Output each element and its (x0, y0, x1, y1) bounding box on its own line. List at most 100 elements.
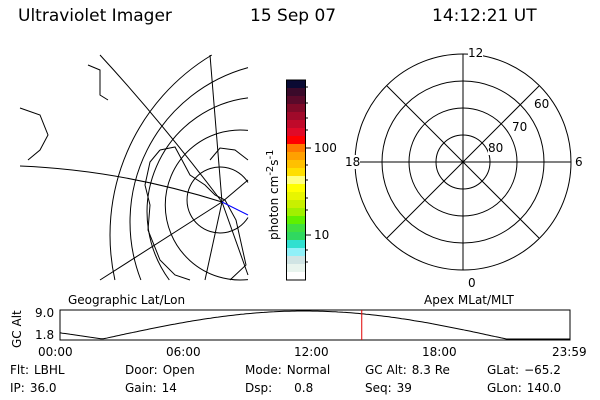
latitude-circle (109, 54, 213, 281)
colorbar-swatch (287, 136, 305, 145)
colorbar-swatch (287, 240, 305, 249)
altitude-xtick: 23:59 (552, 345, 587, 359)
altitude-frame (59, 309, 571, 341)
coastline (144, 146, 247, 281)
colorbar-tick-10: 10 (314, 228, 330, 242)
status-value: 140.0 (526, 381, 562, 395)
meridian (99, 54, 223, 203)
colorbar-swatch (287, 208, 305, 217)
status-value: Normal (286, 363, 331, 377)
colorbar-swatch (287, 176, 305, 185)
colorbar-swatch (287, 96, 305, 105)
status-label: Seq: (365, 381, 392, 395)
status-value: 39 (396, 381, 412, 395)
colorbar-swatch (287, 192, 305, 201)
altitude-xtick: 00:00 (38, 345, 73, 359)
colorbar-swatch (287, 104, 305, 113)
latitude-circle (129, 67, 249, 281)
status-label: Door: (125, 363, 158, 377)
altitude-ylabel: GC Alt (10, 310, 24, 348)
status-door: Door: Open (125, 363, 195, 377)
coastline (19, 64, 249, 161)
colorbar-swatch (287, 120, 305, 129)
colorbar-swatch (287, 200, 305, 209)
mlat-80: 80 (488, 141, 504, 155)
colorbar-swatch (287, 184, 305, 193)
altitude-ytick: 9.0 (35, 306, 55, 320)
status-label: Flt: (10, 363, 29, 377)
mlt-12: 12 (468, 46, 484, 60)
geo-map-label: Geographic Lat/Lon (68, 293, 186, 307)
date-label: 15 Sep 07 (250, 6, 337, 26)
mlt-0: 0 (468, 276, 476, 290)
meridian (204, 201, 223, 281)
altitude-xtick: 18:00 (422, 345, 457, 359)
mlt-18: 18 (345, 155, 361, 169)
latitude-circle (186, 166, 249, 234)
status-label: IP: (10, 381, 25, 395)
colorbar-swatch (287, 224, 305, 233)
status-value: 36.0 (29, 381, 57, 395)
status-dsp: Dsp: 0.8 (245, 381, 313, 395)
status-label: GLat: (487, 363, 520, 377)
mlt-6: 6 (575, 155, 583, 169)
mlt-line (386, 85, 540, 239)
meridian (19, 165, 223, 203)
meridian (209, 54, 223, 203)
polar-map-label: Apex MLat/MLT (424, 293, 514, 307)
mlat-70: 70 (512, 120, 528, 134)
colorbar-swatch (287, 152, 305, 161)
status-glon: GLon: 140.0 (487, 381, 561, 395)
colorbar-swatch (287, 144, 305, 153)
status-value: Open (162, 363, 195, 377)
colorbar-swatch (287, 256, 305, 265)
status-value: −65.2 (524, 363, 561, 377)
altitude-ytick: 1.8 (35, 328, 55, 342)
meridian (221, 201, 249, 276)
colorbar-swatch (287, 160, 305, 169)
status-label: Dsp: (245, 381, 273, 395)
status-label: GLon: (487, 381, 522, 395)
meridian (221, 179, 249, 203)
status-value: 8.3 Re (411, 363, 450, 377)
latitude-circle (146, 97, 249, 281)
colorbar-swatch (287, 232, 305, 241)
status-label: Mode: (245, 363, 282, 377)
status-glat: GLat: −65.2 (487, 363, 561, 377)
status-value: LBHL (33, 363, 65, 377)
colorbar-tick-100: 100 (314, 141, 337, 155)
meridian (99, 201, 223, 281)
mlat-60: 60 (534, 97, 550, 111)
altitude-xtick: 06:00 (166, 345, 201, 359)
altitude-xtick: 12:00 (294, 345, 329, 359)
time-label: 14:12:21 UT (432, 6, 537, 26)
colorbar-swatch (287, 168, 305, 177)
status-label: GC Alt: (365, 363, 407, 377)
spacecraft-track (221, 201, 249, 216)
colorbar-swatch (287, 88, 305, 97)
colorbar-swatch (287, 112, 305, 121)
altitude-curve (59, 310, 570, 340)
colorbar-swatch (287, 80, 305, 89)
colorbar-swatch (287, 264, 305, 273)
instrument-title: Ultraviolet Imager (18, 6, 172, 26)
status-label: Gain: (125, 381, 157, 395)
status-mode: Mode: Normal (245, 363, 330, 377)
status-gain: Gain: 14 (125, 381, 177, 395)
colorbar-swatch (287, 248, 305, 257)
colorbar-swatch (287, 272, 305, 281)
colorbar-swatch (287, 128, 305, 137)
latitude-circle (164, 129, 249, 281)
status-seq: Seq: 39 (365, 381, 412, 395)
status-gcalt: GC Alt: 8.3 Re (365, 363, 450, 377)
status-value: 0.8 (294, 381, 314, 395)
status-flt: Flt: LBHL (10, 363, 65, 377)
status-ip: IP: 36.0 (10, 381, 57, 395)
status-value: 14 (161, 381, 177, 395)
colorbar-swatch (287, 216, 305, 225)
